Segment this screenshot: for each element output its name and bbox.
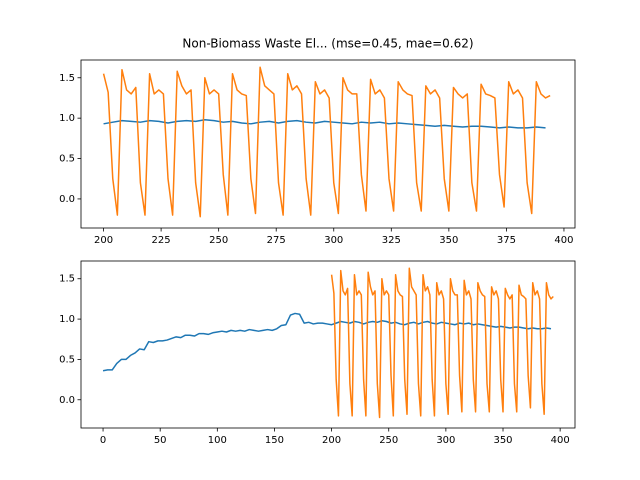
x-tick-label: 225 [152, 235, 171, 246]
x-tick-label: 375 [497, 235, 516, 246]
x-tick-label: 200 [322, 435, 341, 446]
x-tick-label: 250 [209, 235, 228, 246]
plot-frame [80, 59, 576, 229]
x-tick-label: 325 [382, 235, 401, 246]
plot-frame [80, 260, 576, 429]
series-line [102, 66, 551, 218]
series-line [103, 119, 546, 129]
y-tick-label: 1.5 [59, 73, 75, 84]
x-tick-label: 400 [554, 235, 573, 246]
x-tick-label: 100 [208, 435, 227, 446]
y-tick-label: 0.0 [59, 194, 75, 205]
chart-title: Non-Biomass Waste El... (mse=0.45, mae=0… [182, 37, 473, 51]
series-line [102, 312, 552, 372]
x-tick-label: 200 [94, 235, 113, 246]
x-tick-label: 0 [100, 435, 106, 446]
x-tick-label: 300 [436, 435, 455, 446]
x-tick-label: 350 [439, 235, 458, 246]
y-tick-label: 1.0 [59, 314, 75, 325]
y-tick-label: 0.0 [59, 395, 75, 406]
x-tick-label: 350 [493, 435, 512, 446]
x-tick-label: 150 [265, 435, 284, 446]
y-tick-label: 0.5 [59, 354, 75, 365]
x-tick-label: 300 [324, 235, 343, 246]
x-tick-label: 250 [379, 435, 398, 446]
series-line [330, 267, 554, 419]
y-tick-label: 1.0 [59, 113, 75, 124]
x-tick-label: 400 [551, 435, 570, 446]
y-tick-label: 0.5 [59, 154, 75, 165]
x-tick-label: 275 [267, 235, 286, 246]
x-tick-label: 50 [154, 435, 167, 446]
y-tick-label: 1.5 [59, 274, 75, 285]
